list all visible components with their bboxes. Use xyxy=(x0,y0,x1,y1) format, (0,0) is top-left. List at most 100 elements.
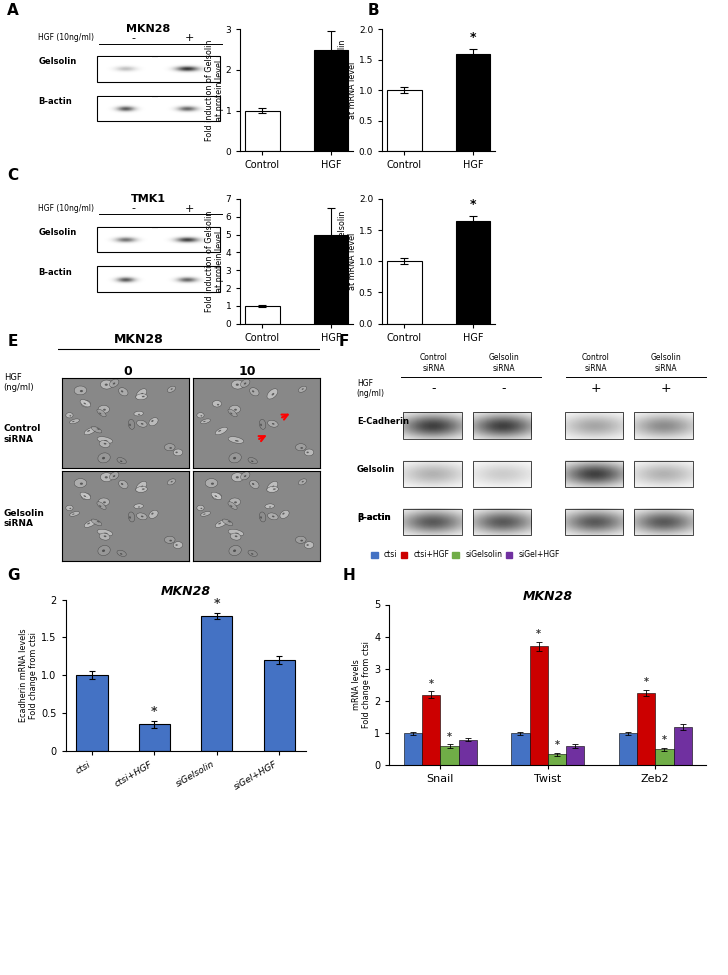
Text: F: F xyxy=(339,334,349,349)
Text: 10: 10 xyxy=(239,366,256,378)
Ellipse shape xyxy=(141,423,143,425)
Ellipse shape xyxy=(72,514,74,515)
Bar xyxy=(403,412,462,439)
Text: +: + xyxy=(184,33,194,43)
Ellipse shape xyxy=(229,545,241,556)
Ellipse shape xyxy=(235,440,239,442)
Ellipse shape xyxy=(298,386,306,392)
Ellipse shape xyxy=(170,388,173,390)
Ellipse shape xyxy=(103,409,106,410)
Text: B-actin: B-actin xyxy=(38,97,72,106)
Bar xyxy=(139,724,170,751)
Ellipse shape xyxy=(229,406,240,413)
Ellipse shape xyxy=(306,451,309,453)
Ellipse shape xyxy=(218,523,221,525)
Ellipse shape xyxy=(86,404,88,406)
Ellipse shape xyxy=(137,420,147,427)
Ellipse shape xyxy=(136,482,146,491)
Text: MKN28: MKN28 xyxy=(114,333,163,346)
Ellipse shape xyxy=(235,532,239,534)
Ellipse shape xyxy=(211,492,221,499)
Ellipse shape xyxy=(82,493,90,499)
Ellipse shape xyxy=(260,423,262,426)
Ellipse shape xyxy=(97,502,106,509)
Text: *: * xyxy=(151,705,158,718)
Bar xyxy=(566,746,585,765)
Bar xyxy=(201,616,232,751)
Ellipse shape xyxy=(105,476,108,479)
Bar xyxy=(634,509,693,535)
Title: MKN28: MKN28 xyxy=(161,585,210,599)
Text: Gelsolin
siRNA: Gelsolin siRNA xyxy=(4,509,44,528)
Text: β-actin: β-actin xyxy=(357,513,390,523)
Ellipse shape xyxy=(98,498,109,506)
Ellipse shape xyxy=(119,388,128,396)
Ellipse shape xyxy=(240,379,250,387)
Ellipse shape xyxy=(136,389,146,399)
Bar xyxy=(98,266,220,292)
Ellipse shape xyxy=(301,448,303,449)
Ellipse shape xyxy=(84,403,86,405)
Ellipse shape xyxy=(99,505,101,507)
Text: Gelsolin: Gelsolin xyxy=(357,465,395,474)
Ellipse shape xyxy=(205,479,218,488)
Bar xyxy=(548,754,566,765)
Ellipse shape xyxy=(98,545,110,556)
Ellipse shape xyxy=(217,496,219,498)
Text: *: * xyxy=(537,629,541,639)
Ellipse shape xyxy=(138,413,141,415)
Ellipse shape xyxy=(229,452,241,463)
Ellipse shape xyxy=(244,475,246,477)
Ellipse shape xyxy=(119,481,128,488)
Bar xyxy=(314,235,348,324)
Ellipse shape xyxy=(135,394,147,400)
Ellipse shape xyxy=(103,443,106,445)
Ellipse shape xyxy=(128,512,135,522)
Ellipse shape xyxy=(217,404,219,406)
Ellipse shape xyxy=(248,550,257,557)
Ellipse shape xyxy=(113,382,115,384)
Text: B: B xyxy=(368,3,379,18)
Legend: ctsi, ctsi+HGF, siGelsolin, siGel+HGF: ctsi, ctsi+HGF, siGelsolin, siGel+HGF xyxy=(368,547,563,563)
Bar xyxy=(387,261,422,324)
Bar xyxy=(98,227,220,253)
Ellipse shape xyxy=(173,449,183,456)
Bar xyxy=(634,412,693,439)
Ellipse shape xyxy=(213,493,221,499)
Ellipse shape xyxy=(151,420,154,422)
Ellipse shape xyxy=(102,550,105,552)
Ellipse shape xyxy=(142,488,145,489)
Bar xyxy=(619,733,637,765)
Ellipse shape xyxy=(272,516,274,518)
Y-axis label: mRNA levels
Fold change from ctsi: mRNA levels Fold change from ctsi xyxy=(352,642,371,728)
Ellipse shape xyxy=(215,427,227,435)
Bar xyxy=(403,461,462,487)
Ellipse shape xyxy=(211,483,214,485)
Ellipse shape xyxy=(103,501,106,503)
Ellipse shape xyxy=(232,473,244,482)
Ellipse shape xyxy=(87,430,90,432)
Text: TMK1: TMK1 xyxy=(131,194,166,205)
Text: *: * xyxy=(470,198,476,211)
Ellipse shape xyxy=(306,544,309,546)
Text: *: * xyxy=(470,31,476,44)
Ellipse shape xyxy=(74,386,87,395)
Ellipse shape xyxy=(151,513,154,515)
Ellipse shape xyxy=(248,457,257,464)
Ellipse shape xyxy=(229,498,240,506)
Bar xyxy=(456,220,490,324)
Ellipse shape xyxy=(269,506,272,508)
Text: +: + xyxy=(184,204,194,214)
Ellipse shape xyxy=(197,412,204,418)
Ellipse shape xyxy=(218,430,221,432)
Ellipse shape xyxy=(273,488,276,489)
Text: Control
siRNA: Control siRNA xyxy=(420,353,448,372)
Text: E-Cadherin: E-Cadherin xyxy=(357,416,409,426)
Ellipse shape xyxy=(141,393,143,396)
Ellipse shape xyxy=(230,412,232,414)
Ellipse shape xyxy=(170,448,172,449)
Ellipse shape xyxy=(260,516,262,519)
Ellipse shape xyxy=(117,550,126,557)
Ellipse shape xyxy=(272,423,274,425)
Ellipse shape xyxy=(272,393,274,396)
